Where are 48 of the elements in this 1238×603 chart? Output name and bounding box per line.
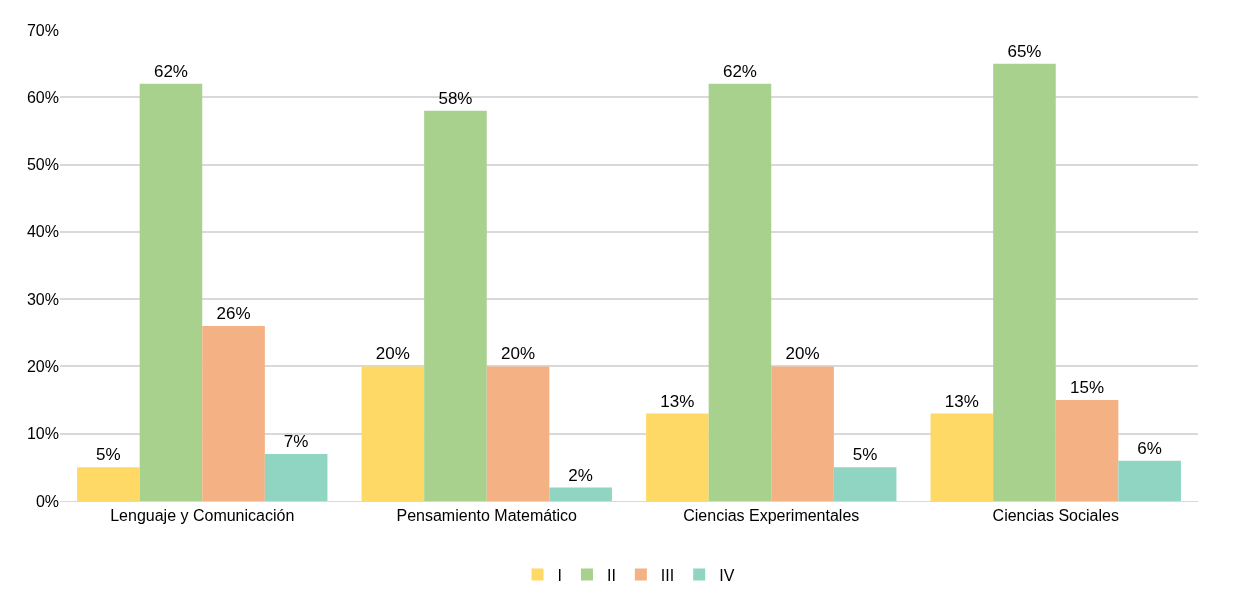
y-tick-label: 10% xyxy=(26,425,59,443)
bar xyxy=(549,487,612,501)
x-tick-label: Pensamiento Matemático xyxy=(396,507,578,525)
data-label: 15% xyxy=(1070,378,1105,398)
bar xyxy=(424,110,487,501)
bar xyxy=(1055,400,1119,501)
legend-label: I xyxy=(557,566,562,584)
x-tick-label: Ciencias Experimentales xyxy=(683,507,860,525)
data-label: 58% xyxy=(438,88,473,108)
data-label: 20% xyxy=(785,344,820,364)
x-tick-label: Ciencias Sociales xyxy=(992,507,1119,525)
bar xyxy=(202,326,265,501)
y-tick-label: 40% xyxy=(26,223,59,241)
bar xyxy=(930,413,994,501)
data-label: 13% xyxy=(944,391,979,411)
bar xyxy=(264,453,328,501)
data-label: 6% xyxy=(1137,438,1162,458)
legend-label: III xyxy=(660,566,675,584)
y-tick-label: 50% xyxy=(26,156,59,174)
data-label: 2% xyxy=(568,465,593,485)
bar xyxy=(361,366,425,501)
x-tick-label: Lenguaje y Comunicación xyxy=(110,507,295,525)
bar xyxy=(708,83,772,501)
bar xyxy=(993,63,1056,501)
data-label: 20% xyxy=(375,344,410,364)
data-label: 62% xyxy=(722,61,757,81)
bar xyxy=(646,413,709,501)
bar xyxy=(1118,460,1181,501)
y-tick-label: 30% xyxy=(26,290,59,308)
legend-label: IV xyxy=(719,566,735,584)
data-label: 5% xyxy=(96,445,121,465)
data-label: 5% xyxy=(852,445,878,465)
y-tick-label: 70% xyxy=(26,21,59,39)
bar xyxy=(771,366,834,501)
bar xyxy=(833,467,897,501)
bar xyxy=(486,366,550,501)
y-tick-label: 60% xyxy=(26,88,59,106)
data-label: 7% xyxy=(283,431,309,451)
y-tick-label: 0% xyxy=(35,492,59,510)
legend-label: II xyxy=(606,566,616,584)
data-label: 65% xyxy=(1007,41,1042,61)
data-label: 26% xyxy=(216,304,251,324)
data-label: 62% xyxy=(153,61,188,81)
bar xyxy=(139,83,203,501)
data-label: 20% xyxy=(501,344,536,364)
y-tick-label: 20% xyxy=(26,358,59,376)
bar xyxy=(77,467,140,501)
data-label: 13% xyxy=(660,391,695,411)
